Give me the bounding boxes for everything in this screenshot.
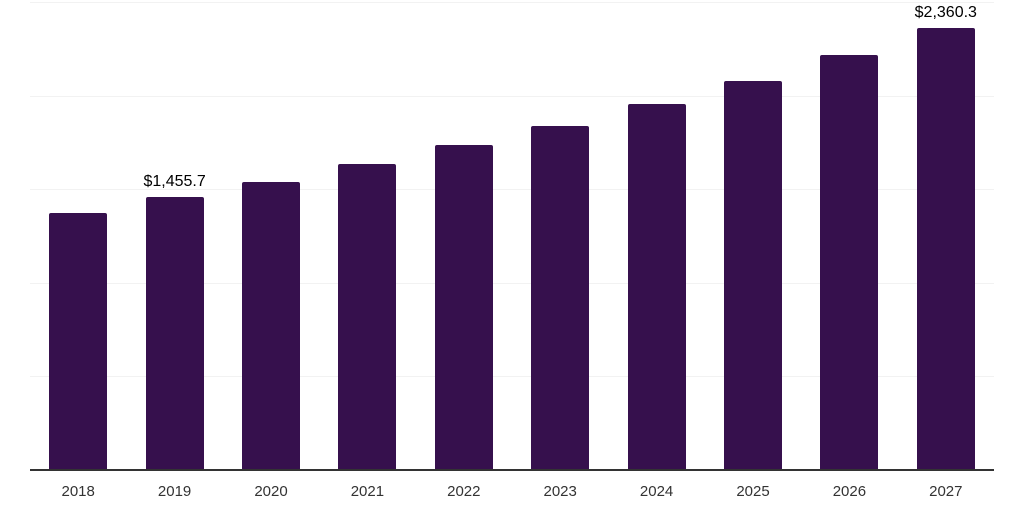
bar-2019 bbox=[145, 197, 204, 470]
bar-2022 bbox=[434, 144, 493, 470]
gridline-1000 bbox=[30, 282, 994, 284]
bar-2020 bbox=[242, 181, 300, 470]
x-tick-2024: 2024 bbox=[639, 483, 674, 500]
value-label-2027: $2,360.3 bbox=[914, 4, 977, 22]
bar-2024 bbox=[627, 103, 686, 470]
x-tick-2026: 2026 bbox=[832, 483, 867, 500]
bar-2026 bbox=[820, 54, 879, 470]
x-tick-2025: 2025 bbox=[736, 483, 770, 500]
gridline-1500 bbox=[30, 189, 994, 191]
x-tick-2018: 2018 bbox=[61, 483, 95, 500]
gridline-500 bbox=[30, 376, 994, 378]
x-tick-2027: 2027 bbox=[929, 483, 963, 500]
bar-2021 bbox=[338, 163, 397, 470]
bar-2023 bbox=[531, 125, 590, 470]
x-tick-2020: 2020 bbox=[254, 483, 288, 500]
x-tick-2023: 2023 bbox=[543, 483, 577, 500]
x-axis-line bbox=[30, 468, 994, 471]
x-tick-2019: 2019 bbox=[157, 483, 192, 500]
gridline-2000 bbox=[30, 95, 994, 97]
x-tick-2021: 2021 bbox=[350, 483, 385, 500]
bar-2027 bbox=[916, 28, 975, 470]
gridline-2500 bbox=[30, 2, 994, 3]
value-label-2019: $1,455.7 bbox=[143, 173, 206, 191]
bar-2018 bbox=[49, 212, 108, 470]
bar-2025 bbox=[724, 80, 782, 470]
x-tick-2022: 2022 bbox=[447, 483, 481, 500]
